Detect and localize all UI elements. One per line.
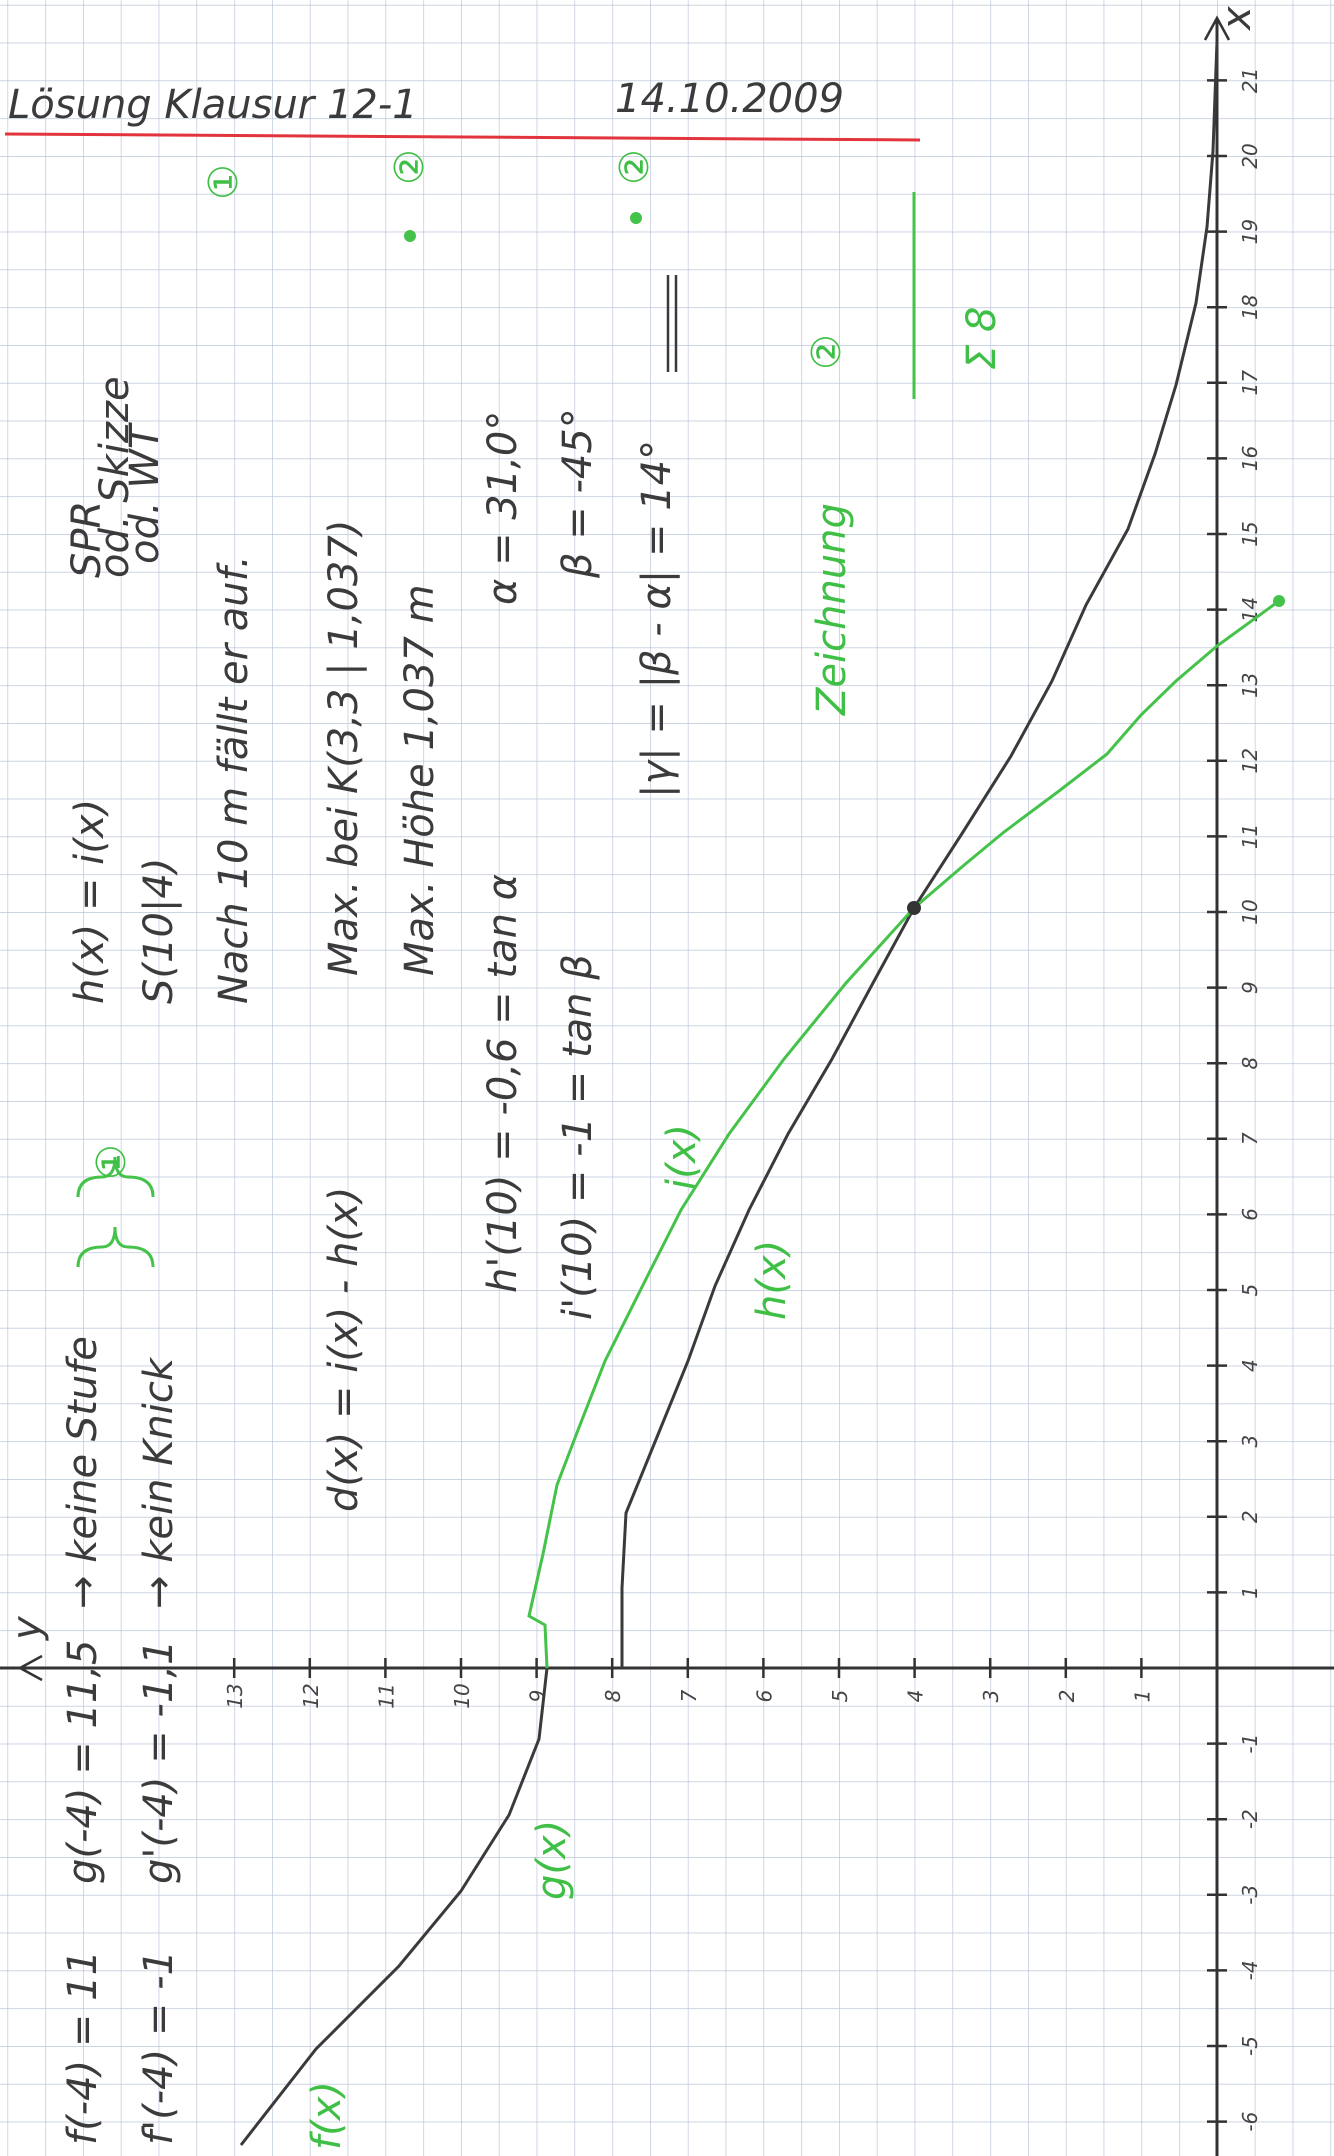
note: f'(-4) = -1 — [136, 1950, 182, 2145]
x-tick-label: -5 — [1238, 2036, 1262, 2056]
x-tick-label: 15 — [1238, 521, 1262, 546]
note: |γ| = |β - α| = 14° — [634, 440, 680, 798]
score: ② — [612, 149, 658, 185]
x-tick-label: 4 — [1238, 1359, 1262, 1372]
intersection-point — [907, 901, 921, 915]
note: β = -45° — [555, 408, 601, 579]
y-tick-label: 13 — [223, 1683, 247, 1708]
x-tick-label: 19 — [1238, 219, 1262, 244]
x-tick-label: 16 — [1238, 446, 1262, 471]
x-tick-label: 3 — [1238, 1435, 1262, 1448]
x-tick-label: 1 — [1238, 1586, 1262, 1599]
y-tick-label: 5 — [828, 1690, 852, 1703]
x-tick-label: -4 — [1238, 1960, 1262, 1980]
score: ② — [387, 149, 433, 185]
x-tick-label: 18 — [1238, 294, 1262, 319]
x-tick-label: 20 — [1238, 143, 1262, 168]
date: 14.10.2009 — [615, 76, 844, 122]
x-tick-label: -6 — [1238, 2112, 1262, 2132]
y-tick-label: 9 — [526, 1690, 550, 1703]
note: g'(-4) = -1,1 — [136, 1640, 182, 1884]
score-dot — [404, 230, 416, 242]
x-tick-label: 14 — [1238, 597, 1262, 622]
title: Lösung Klausur 12-1 — [8, 82, 418, 128]
x-tick-label: 13 — [1238, 672, 1262, 697]
curve-label: g(x) — [529, 1820, 575, 1900]
note: f(-4) = 11 — [60, 1950, 106, 2145]
note: → keine Stufe — [60, 1336, 106, 1609]
x-tick-label: 9 — [1238, 981, 1262, 994]
y-tick-label: 2 — [1055, 1690, 1079, 1703]
y-tick-label: 4 — [904, 1690, 928, 1703]
note: → kein Knick — [136, 1356, 182, 1609]
y-tick-label: 10 — [450, 1683, 474, 1708]
x-tick-label: 12 — [1238, 748, 1262, 773]
note: Max. bei K(3,3 | 1,037) — [321, 520, 367, 976]
x-tick-label: 6 — [1238, 1208, 1262, 1221]
score: ② — [804, 334, 850, 370]
x-axis-label: x — [1214, 6, 1260, 32]
x-axis-arrow — [1203, 15, 1231, 41]
y-axis-arrow — [17, 1654, 43, 1682]
y-tick-label: 1 — [1130, 1690, 1154, 1703]
x-tick-label: -3 — [1238, 1885, 1262, 1905]
y-tick-label: 11 — [374, 1683, 398, 1708]
y-tick-label: 6 — [752, 1690, 776, 1703]
curve-end-point — [1273, 595, 1285, 607]
curve-f — [239, 1667, 549, 2146]
total-score: Σ 8 — [959, 307, 1005, 370]
y-tick-label: 7 — [677, 1689, 701, 1702]
curve-label: h(x) — [749, 1240, 795, 1320]
score: ① — [201, 164, 247, 200]
x-tick-label: 2 — [1238, 1510, 1262, 1523]
y-tick-label: 3 — [979, 1690, 1003, 1703]
title-underline — [4, 132, 921, 142]
x-tick-label: -1 — [1238, 1734, 1262, 1754]
score: ① — [89, 1144, 135, 1180]
curve-label: i(x) — [659, 1124, 705, 1190]
note: d(x) = i(x) - h(x) — [321, 1187, 367, 1512]
score-dot — [630, 212, 642, 224]
note: α = 31,0° — [480, 411, 526, 605]
x-tick-label: 10 — [1238, 899, 1262, 924]
y-tick-label: 8 — [601, 1690, 625, 1703]
x-tick-label: 7 — [1238, 1132, 1262, 1145]
curve-h — [620, 40, 1219, 1668]
x-tick-label: 21 — [1238, 68, 1262, 93]
curve-i — [527, 599, 1280, 1669]
x-tick-label: 8 — [1238, 1057, 1262, 1070]
curve-label: f(x) — [304, 2081, 350, 2150]
y-tick-label: 12 — [299, 1683, 323, 1708]
note: od. Skizze — [92, 376, 138, 578]
note: Nach 10 m fällt er auf. — [211, 555, 257, 1004]
note: h'(10) = -0,6 = tan α — [480, 874, 526, 1293]
y-axis-label: y — [4, 1615, 50, 1641]
note: i'(10) = -1 = tan β — [555, 954, 601, 1320]
note: g(-4) = 11,5 — [60, 1640, 106, 1885]
x-tick-label: 5 — [1238, 1284, 1262, 1297]
x-tick-label: 17 — [1238, 370, 1262, 396]
note: SPR — [64, 501, 110, 578]
note: S(10|4) — [136, 858, 182, 1004]
note: h(x) = i(x) — [67, 799, 113, 1004]
note: od. WT — [122, 421, 168, 564]
x-tick-label: -2 — [1238, 1809, 1262, 1829]
note: Max. Höhe 1,037 m — [397, 584, 443, 976]
drawing-note: Zeichnung — [809, 503, 855, 716]
brace — [76, 1156, 155, 1268]
x-tick-label: 11 — [1238, 824, 1262, 849]
